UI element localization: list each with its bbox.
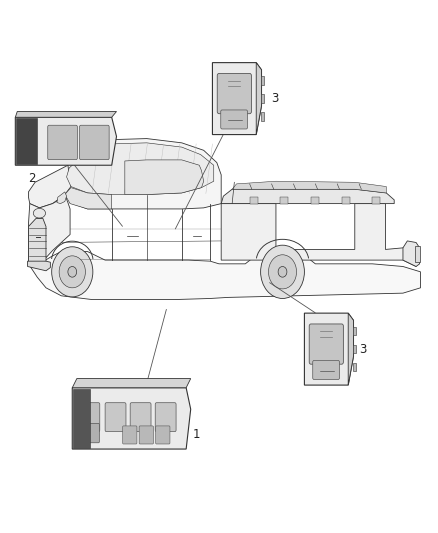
Circle shape	[59, 256, 85, 288]
Polygon shape	[28, 195, 70, 264]
FancyBboxPatch shape	[105, 403, 126, 432]
Polygon shape	[28, 261, 50, 271]
Ellipse shape	[33, 208, 46, 218]
Polygon shape	[28, 219, 46, 266]
FancyBboxPatch shape	[48, 125, 78, 160]
Bar	[353, 327, 356, 335]
FancyBboxPatch shape	[79, 423, 99, 443]
Bar	[261, 94, 264, 103]
Bar	[250, 197, 258, 204]
Circle shape	[68, 266, 77, 277]
Polygon shape	[125, 160, 204, 195]
Text: 2: 2	[28, 172, 36, 185]
FancyBboxPatch shape	[73, 389, 90, 448]
Polygon shape	[72, 378, 191, 388]
FancyBboxPatch shape	[221, 110, 247, 129]
Bar	[415, 246, 420, 262]
Polygon shape	[15, 117, 117, 165]
Polygon shape	[28, 165, 71, 208]
Polygon shape	[15, 111, 117, 117]
Bar	[261, 76, 264, 85]
Polygon shape	[348, 313, 353, 385]
Bar	[342, 197, 350, 204]
Polygon shape	[57, 192, 67, 204]
Polygon shape	[28, 252, 420, 300]
Polygon shape	[72, 388, 191, 449]
Polygon shape	[65, 188, 112, 209]
Polygon shape	[221, 189, 394, 204]
FancyBboxPatch shape	[309, 324, 343, 364]
FancyBboxPatch shape	[130, 403, 151, 432]
Polygon shape	[64, 139, 221, 209]
Circle shape	[278, 266, 287, 277]
Circle shape	[268, 255, 297, 289]
FancyBboxPatch shape	[80, 125, 109, 160]
Text: 1: 1	[193, 428, 200, 441]
FancyBboxPatch shape	[123, 426, 137, 444]
Bar	[372, 197, 380, 204]
Bar	[311, 197, 319, 204]
Bar	[280, 197, 288, 204]
Polygon shape	[212, 63, 261, 135]
FancyBboxPatch shape	[139, 426, 153, 444]
Polygon shape	[403, 241, 420, 266]
FancyBboxPatch shape	[16, 118, 37, 164]
Text: 3: 3	[272, 92, 279, 105]
Polygon shape	[232, 181, 386, 193]
Bar	[353, 345, 356, 353]
FancyBboxPatch shape	[313, 360, 339, 379]
Circle shape	[261, 245, 304, 298]
Bar	[261, 112, 264, 121]
Polygon shape	[67, 143, 214, 195]
FancyBboxPatch shape	[155, 403, 176, 432]
Polygon shape	[256, 63, 261, 135]
FancyBboxPatch shape	[217, 74, 251, 114]
Text: 3: 3	[359, 343, 367, 356]
Bar	[353, 363, 356, 372]
Circle shape	[52, 247, 93, 297]
FancyBboxPatch shape	[155, 426, 170, 444]
Polygon shape	[304, 313, 353, 385]
Polygon shape	[221, 204, 416, 266]
FancyBboxPatch shape	[79, 403, 100, 432]
